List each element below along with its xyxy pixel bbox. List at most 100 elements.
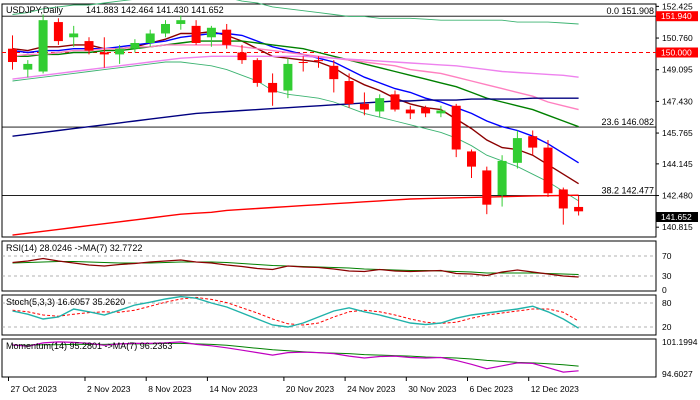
candle-body [8, 48, 17, 63]
level-price-box [656, 11, 698, 22]
rsi-tick-label: 70 [662, 251, 672, 261]
date-label: 12 Dec 2023 [531, 384, 579, 394]
date-label: 2 Nov 2023 [87, 384, 131, 394]
price-tick-label: 149.095 [662, 65, 693, 75]
stoch-tick-label: 20 [662, 322, 672, 332]
ohlc-header: 141.883 142.464 141.430 141.652 [86, 5, 224, 15]
candle-body [161, 23, 170, 34]
candle-body [53, 22, 63, 42]
momentum-panel-frame [1, 338, 657, 378]
candle-body [390, 94, 400, 110]
date-label: 14 Nov 2023 [209, 384, 257, 394]
candle-body [99, 52, 109, 55]
price-tick-label: 144.145 [662, 159, 693, 169]
stoch-d-line [12, 296, 579, 326]
momentum-tick-label: 94.6027 [662, 369, 693, 379]
momentum-line [12, 341, 579, 373]
rsi-tick-label: 30 [662, 271, 672, 281]
price-panel-frame [1, 3, 657, 238]
bollinger-upper [12, 0, 579, 25]
candle-body [38, 20, 48, 72]
stoch-tick-label: 80 [662, 298, 672, 308]
candle-body [314, 60, 323, 62]
candle-body [222, 29, 232, 45]
rsi-panel: 70 30 0 RSI(14) 28.0246 ->MA(7) 32.7722 [1, 240, 672, 295]
stoch-k-line [12, 295, 579, 329]
rsi-panel-frame [1, 240, 657, 292]
candle-body [344, 81, 354, 104]
candle-body [329, 65, 339, 80]
candle-body [451, 105, 461, 150]
candles [8, 14, 584, 225]
rsi-label: RSI(14) 28.0246 ->MA(7) 32.7722 [6, 243, 142, 253]
last-price-box [656, 212, 698, 222]
level-price-label: 150.000 [661, 48, 692, 58]
price-tick-label: 140.815 [662, 222, 693, 232]
candle-body [405, 109, 415, 114]
stoch-panel-frame [1, 294, 657, 336]
candle-body [543, 147, 553, 194]
price-tick-label: 142.480 [662, 191, 693, 201]
last-price-value: 141.652 [661, 212, 692, 222]
candle-body [23, 63, 33, 70]
candle-body [436, 110, 446, 114]
price-panel: 152.425 150.760 149.095 147.430 145.765 144.1… [1, 0, 698, 238]
candle-body [359, 103, 369, 110]
candle-body [558, 189, 568, 209]
candle-body [237, 52, 247, 61]
candle-body [298, 62, 308, 64]
candle-body [512, 138, 522, 163]
instrument-label: USDJPY,Daily [6, 5, 63, 15]
rsi-tick-label: 0 [662, 285, 667, 295]
momentum-ma-line [12, 342, 579, 367]
moving-averages [12, 0, 579, 236]
stoch-label: Stoch(5,3,3) 16.6057 35.2620 [6, 297, 125, 307]
candle-body [206, 27, 216, 38]
time-axis: 27 Oct 2023 2 Nov 2023 8 Nov 2023 14 Nov 20… [8, 377, 579, 394]
candle-body [268, 82, 278, 93]
price-tick-label: 150.760 [662, 33, 693, 43]
candle-body [497, 160, 507, 196]
stoch-panel: 80 20 Stoch(5,3,3) 16.6057 35.2620 [1, 294, 672, 336]
stoch-lines: 80 20 [2, 295, 672, 332]
candle-body [421, 107, 431, 114]
date-label: 8 Nov 2023 [148, 384, 192, 394]
moving-average-line [12, 44, 579, 111]
candle-body [528, 136, 538, 148]
momentum-panel: 101.1994 94.6027 Momentum(14) 95.2801 ->M… [1, 337, 698, 379]
candle-body [574, 206, 584, 212]
momentum-label: Momentum(14) 95.2801 ->MA(7) 96.2363 [6, 341, 172, 351]
price-tick-label: 147.430 [662, 96, 693, 106]
candle-body [69, 33, 79, 38]
level-label: 0.0 151.908 [606, 6, 654, 16]
price-tick-label: 145.765 [662, 128, 693, 138]
date-label: 30 Nov 2023 [408, 384, 456, 394]
last-price-tag: 141.652 [656, 212, 698, 222]
moving-average-line [12, 40, 579, 128]
candle-body [145, 33, 155, 43]
level-price-box [656, 47, 698, 58]
candle-body [191, 25, 201, 43]
date-label: 6 Dec 2023 [470, 384, 514, 394]
date-label: 27 Oct 2023 [11, 384, 58, 394]
date-label: 20 Nov 2023 [286, 384, 334, 394]
price-axis: 152.425 150.760 149.095 147.430 145.765 144.1… [656, 1, 693, 232]
fib-levels: 0.0 151.908 151.940 150.000 23.6 146.082 38.… [2, 6, 698, 197]
momentum-tick-label: 101.1994 [662, 337, 698, 347]
bollinger-lower [12, 61, 579, 202]
candle-body [176, 20, 186, 24]
moving-average-line [12, 55, 579, 80]
price-tick-label: 152.425 [662, 1, 693, 11]
rsi-line [12, 257, 579, 278]
level-label: 23.6 146.082 [601, 117, 654, 127]
moving-average-line [12, 97, 579, 137]
candle-body [283, 63, 293, 91]
candle-body [130, 42, 140, 49]
candle-body [482, 170, 492, 205]
candle-body [252, 60, 262, 83]
date-label: 24 Nov 2023 [347, 384, 395, 394]
level-price-label: 151.940 [661, 11, 692, 21]
rsi-lines: 70 30 0 [2, 251, 672, 295]
candle-body [467, 151, 476, 167]
